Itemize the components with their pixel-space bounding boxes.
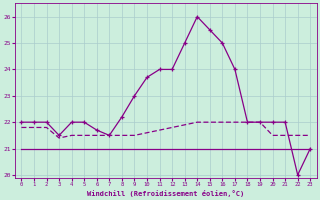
X-axis label: Windchill (Refroidissement éolien,°C): Windchill (Refroidissement éolien,°C): [87, 190, 244, 197]
